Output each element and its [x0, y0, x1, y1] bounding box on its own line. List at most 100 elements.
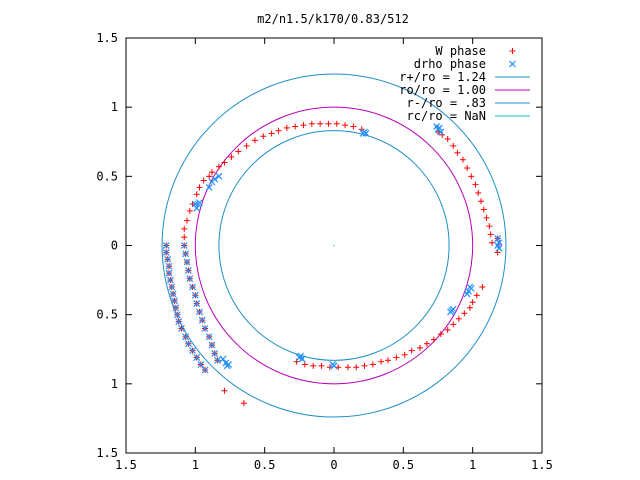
drho-phase-point — [171, 297, 178, 305]
w-phase-point — [455, 315, 462, 322]
x-stroke — [437, 128, 445, 136]
drho-phase-point — [201, 325, 209, 332]
drho-phase-point — [189, 347, 196, 355]
x-stroke — [168, 283, 176, 291]
w-phase-point — [318, 362, 325, 369]
x-tick-label: 0.5 — [254, 458, 276, 472]
x-tick-label: 0.5 — [392, 458, 414, 472]
x-stroke — [435, 124, 443, 132]
w-phase-point — [235, 148, 242, 155]
w-phase-point — [251, 137, 258, 144]
x-stroke — [173, 311, 181, 319]
legend-label: drho phase — [414, 57, 486, 71]
x-stroke — [222, 359, 230, 367]
phase-points — [162, 120, 503, 407]
w-phase-point — [486, 223, 493, 230]
drho-phase-point — [214, 356, 221, 364]
w-phase-point — [268, 130, 275, 137]
x-stroke — [197, 361, 205, 368]
origin-dot — [333, 244, 335, 247]
x-stroke — [186, 275, 194, 283]
x-stroke — [225, 361, 233, 368]
w-phase-point — [423, 340, 430, 347]
w-phase-point — [483, 214, 490, 221]
x-stroke — [193, 300, 201, 308]
drho-phase-point — [162, 242, 170, 249]
w-phase-point — [200, 177, 207, 184]
drho-phase-point — [215, 172, 223, 180]
w-phase-point — [181, 234, 188, 241]
x-stroke — [215, 172, 223, 180]
x-stroke — [164, 255, 172, 263]
x-stroke — [198, 316, 206, 324]
w-phase-point — [468, 173, 475, 180]
x-stroke — [463, 290, 471, 298]
w-phase-point — [292, 123, 299, 130]
drho-phase-point — [219, 355, 227, 363]
drho-phase-point — [198, 316, 206, 324]
drho-phase-point — [449, 305, 457, 313]
circle-series — [218, 130, 450, 361]
w-phase-point — [472, 181, 479, 188]
x-stroke — [189, 347, 196, 355]
drho-phase-point — [162, 248, 170, 256]
x-stroke — [171, 297, 178, 305]
circle-series — [161, 73, 507, 418]
w-phase-point — [275, 127, 282, 134]
x-stroke — [219, 355, 227, 363]
w-phase-point — [186, 207, 193, 214]
circle-series — [194, 106, 474, 385]
w-phase-point — [444, 135, 451, 142]
drho-phase-point — [196, 308, 203, 316]
w-phase-point — [450, 142, 457, 149]
drho-phase-point — [191, 200, 199, 208]
drho-phase-point — [359, 130, 367, 137]
drho-phase-point — [173, 311, 181, 319]
drho-phase-point — [191, 291, 199, 299]
y-tick-label: 1 — [111, 100, 118, 114]
x-stroke — [180, 242, 188, 249]
legend-label: rc/ro = NaN — [407, 109, 486, 123]
w-phase-point — [454, 149, 461, 156]
w-phase-point — [243, 142, 250, 149]
drho-phase-point — [193, 204, 201, 212]
drho-phase-point — [182, 333, 190, 341]
y-tick-label: 1 — [111, 377, 118, 391]
w-phase-point — [350, 123, 357, 130]
w-phase-point — [361, 362, 368, 369]
w-phase-point — [459, 156, 466, 163]
legend-label: r-/ro = .83 — [407, 96, 486, 110]
x-stroke — [362, 130, 370, 137]
w-phase-point — [301, 361, 308, 368]
axis-ticks: 1.5 1 0.5 0 0.5 1 1.51.510.500.511.5 — [96, 31, 553, 472]
w-phase-point — [475, 189, 482, 196]
drho-phase-point — [329, 361, 337, 368]
w-phase-point — [221, 387, 228, 394]
x-stroke — [172, 304, 180, 312]
y-tick-label: 0.5 — [96, 308, 118, 322]
w-phase-point — [260, 133, 267, 140]
drho-phase-point — [180, 242, 188, 249]
w-phase-point — [228, 153, 235, 160]
w-phase-point — [181, 225, 188, 232]
drho-phase-point — [494, 235, 502, 243]
x-stroke — [449, 305, 457, 313]
w-phase-point — [430, 336, 437, 343]
x-stroke — [162, 248, 170, 256]
w-phase-point — [215, 163, 222, 170]
radius-circles — [161, 73, 507, 418]
x-stroke — [297, 352, 305, 360]
x-tick-label: 1 — [192, 458, 199, 472]
x-stroke — [191, 291, 199, 299]
x-tick-label: 1.5 — [531, 458, 553, 472]
x-stroke — [214, 356, 221, 364]
w-phase-point — [477, 198, 484, 205]
drho-phase-point — [168, 283, 176, 291]
drho-phase-point — [193, 300, 201, 308]
x-stroke — [298, 355, 306, 363]
x-stroke — [201, 366, 209, 374]
drho-phase-point — [205, 183, 213, 191]
w-phase-point — [378, 358, 385, 365]
w-phase-point — [184, 217, 191, 224]
